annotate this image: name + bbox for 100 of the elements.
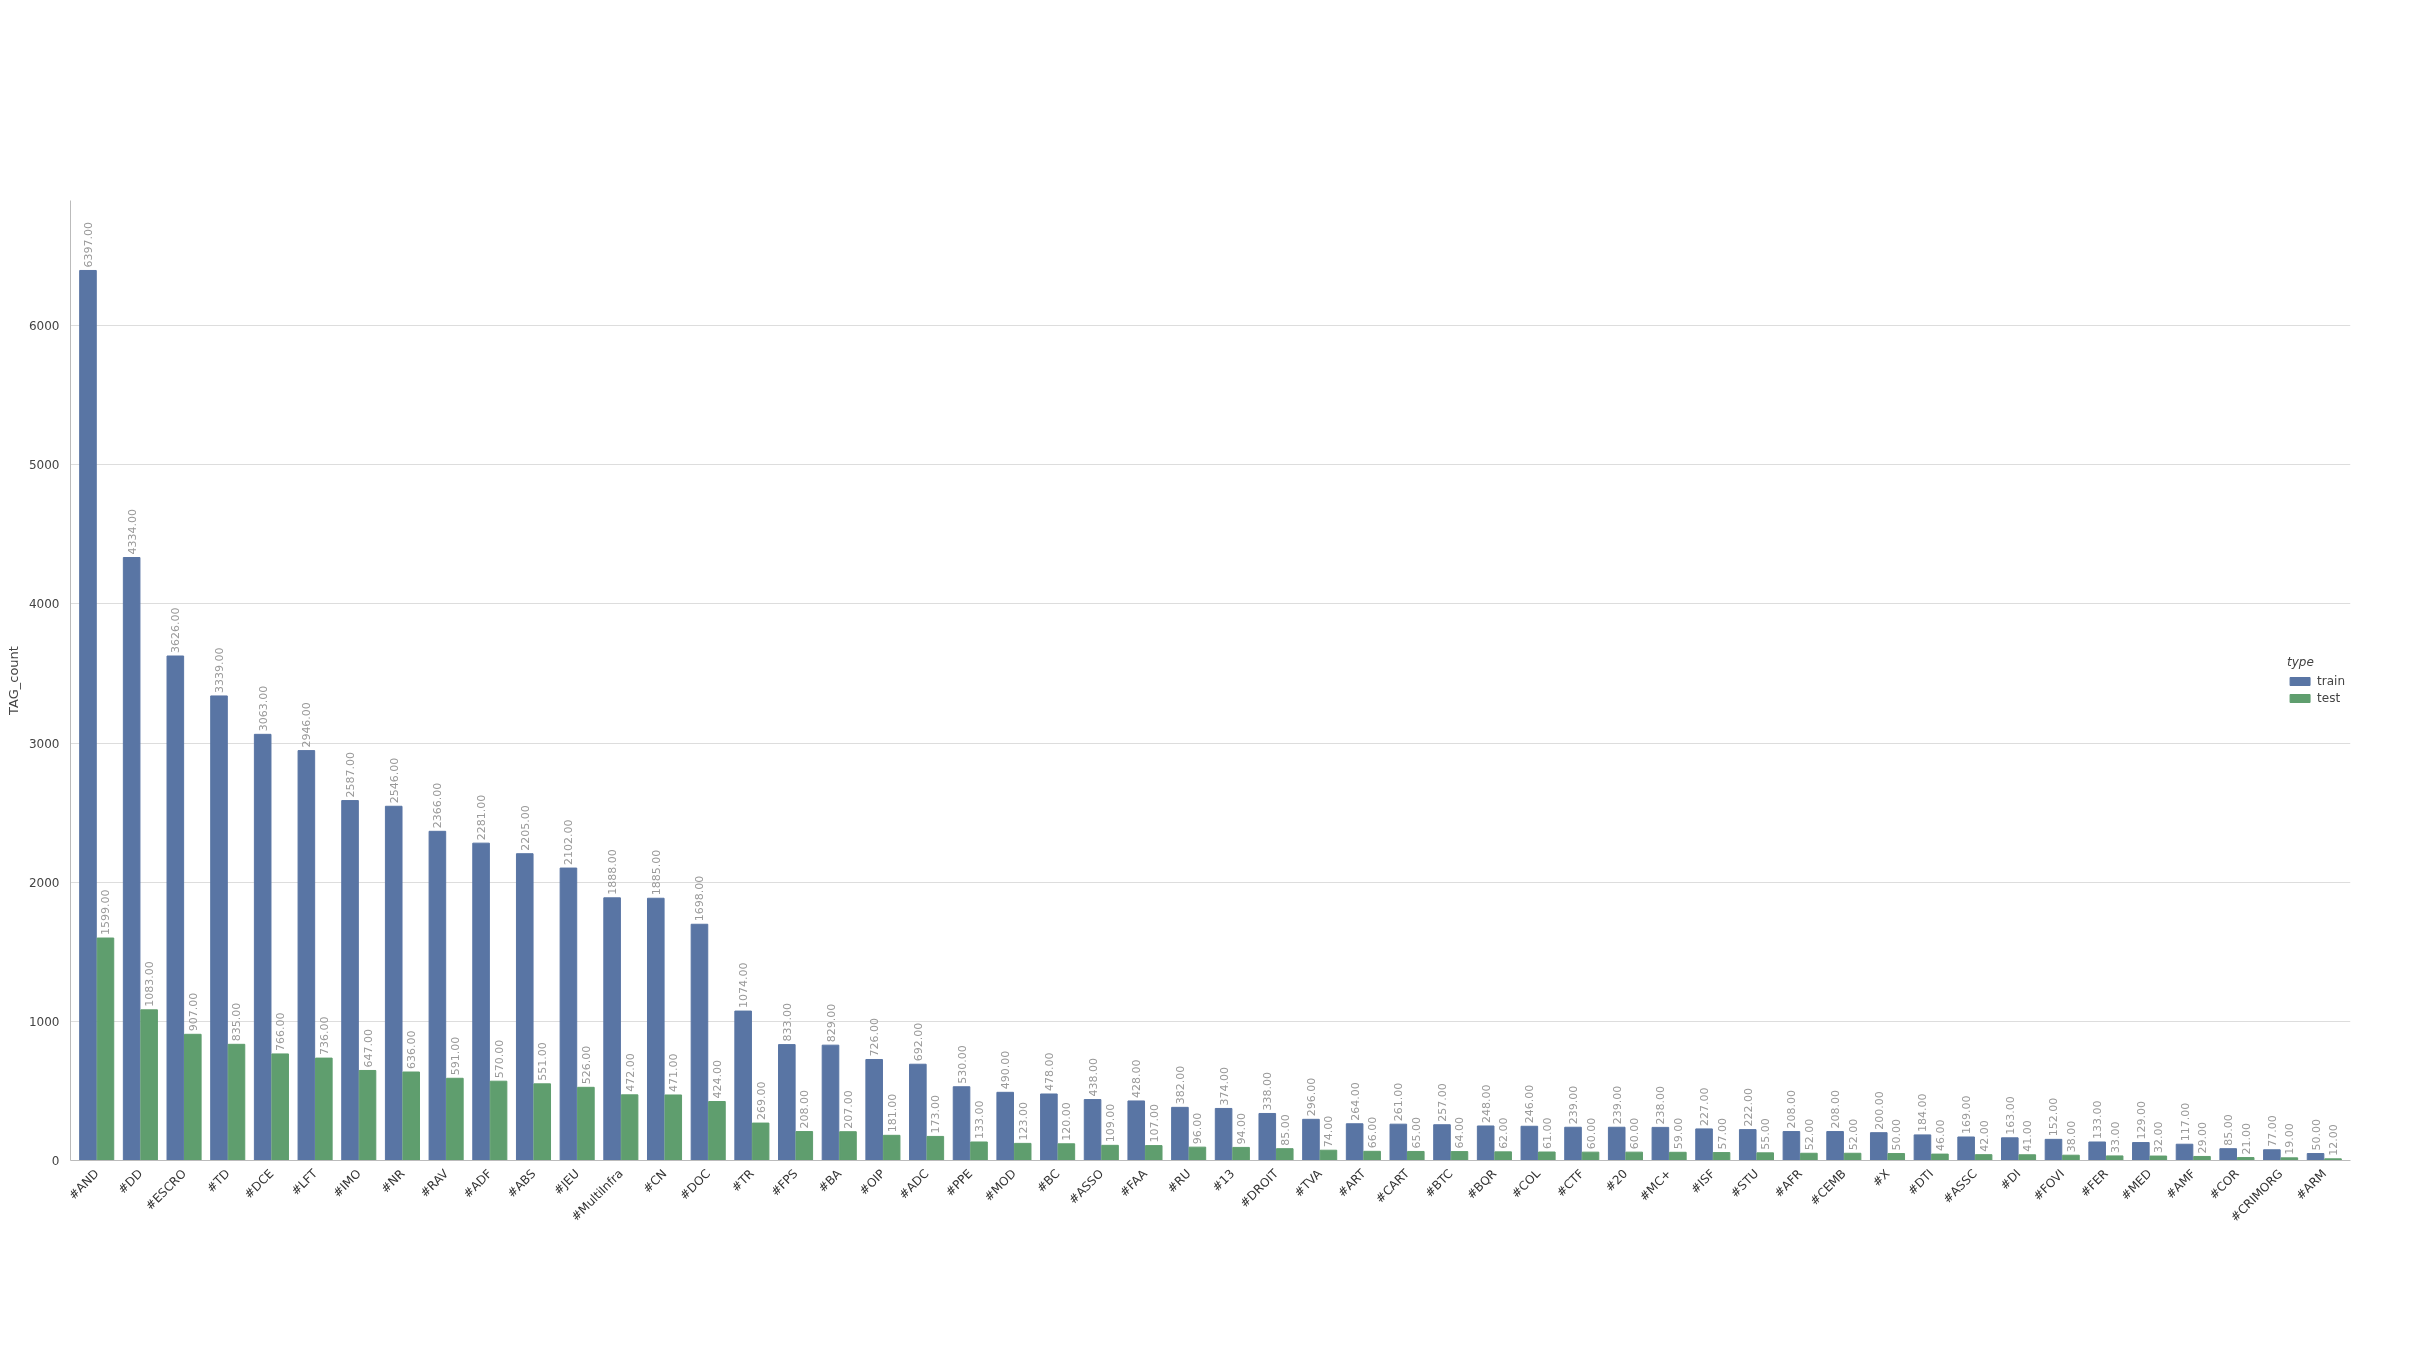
data-label: 2205.00 — [518, 805, 532, 851]
data-label: 133.00 — [973, 1100, 987, 1139]
data-label: 2366.00 — [431, 782, 445, 829]
data-label: 269.00 — [754, 1081, 768, 1121]
data-label: 478.00 — [1042, 1052, 1056, 1091]
data-label: 94.00 — [1235, 1112, 1249, 1145]
data-label: 129.00 — [2134, 1101, 2148, 1140]
data-label: 65.00 — [1409, 1116, 1423, 1149]
data-label: 57.00 — [1715, 1118, 1729, 1150]
y-axis-title: TAG_count — [5, 646, 21, 716]
data-label: 647.00 — [361, 1028, 375, 1068]
data-label: 109.00 — [1104, 1103, 1118, 1143]
data-label: 60.00 — [1584, 1117, 1598, 1150]
data-label: 55.00 — [1759, 1118, 1773, 1150]
data-label: 2546.00 — [387, 757, 401, 804]
data-label: 833.00 — [780, 1003, 794, 1042]
data-label: 77.00 — [2265, 1115, 2279, 1147]
data-label: 257.00 — [1435, 1083, 1449, 1122]
data-label: 2281.00 — [475, 794, 489, 841]
data-label: 42.00 — [1977, 1120, 1991, 1152]
data-label: 19.00 — [2283, 1123, 2297, 1155]
data-label: 60.00 — [1628, 1117, 1642, 1150]
y-tick-label: 0 — [51, 1154, 60, 1168]
data-label: 636.00 — [405, 1030, 419, 1070]
data-label: 338.00 — [1261, 1071, 1275, 1111]
data-label: 207.00 — [841, 1090, 855, 1129]
data-label: 107.00 — [1147, 1104, 1161, 1143]
data-label: 152.00 — [2047, 1097, 2061, 1137]
data-label: 1083.00 — [143, 961, 157, 1007]
x-tick-label: #DI — [1997, 1166, 2024, 1193]
data-label: 374.00 — [1217, 1066, 1231, 1106]
y-tick-label: 3000 — [28, 736, 60, 751]
data-label: 570.00 — [492, 1039, 506, 1079]
data-label: 12.00 — [2327, 1124, 2341, 1156]
data-label: 61.00 — [1540, 1117, 1554, 1150]
data-label: 64.00 — [1453, 1117, 1467, 1149]
data-label: 1888.00 — [606, 849, 620, 895]
data-label: 1698.00 — [693, 875, 707, 922]
legend-label: train — [2317, 674, 2345, 688]
data-label: 50.00 — [1890, 1119, 1904, 1151]
y-tick-label: 6000 — [28, 319, 60, 334]
data-label: 208.00 — [1829, 1090, 1843, 1129]
data-label: 123.00 — [1016, 1101, 1030, 1141]
data-label: 208.00 — [1785, 1090, 1799, 1129]
data-label: 3626.00 — [169, 607, 183, 654]
data-label: 248.00 — [1479, 1084, 1493, 1123]
data-label: 169.00 — [1960, 1095, 1974, 1134]
data-label: 428.00 — [1130, 1059, 1144, 1098]
y-tick-label: 5000 — [28, 458, 60, 473]
data-label: 96.00 — [1191, 1112, 1205, 1145]
data-label: 1074.00 — [737, 962, 751, 1009]
data-label: 62.00 — [1497, 1117, 1511, 1149]
data-label: 424.00 — [710, 1060, 724, 1099]
data-label: 85.00 — [1278, 1114, 1292, 1146]
data-label: 438.00 — [1086, 1058, 1100, 1097]
data-label: 32.00 — [2152, 1121, 2166, 1154]
data-label: 2102.00 — [562, 819, 576, 866]
legend-title: type — [2287, 655, 2315, 669]
data-label: 1885.00 — [649, 849, 663, 896]
data-label: 238.00 — [1654, 1085, 1668, 1125]
data-label: 46.00 — [1933, 1119, 1947, 1152]
data-label: 835.00 — [230, 1002, 244, 1042]
data-label: 264.00 — [1348, 1082, 1362, 1121]
data-label: 766.00 — [274, 1012, 288, 1051]
data-label: 120.00 — [1060, 1102, 1074, 1141]
data-label: 239.00 — [1567, 1085, 1581, 1125]
data-label: 227.00 — [1698, 1087, 1712, 1126]
data-label: 6397.00 — [81, 221, 95, 268]
data-label: 173.00 — [929, 1094, 943, 1134]
data-label: 38.00 — [2064, 1120, 2078, 1153]
data-label: 133.00 — [2091, 1100, 2105, 1139]
data-label: 2946.00 — [300, 702, 314, 748]
data-label: 1599.00 — [99, 889, 113, 936]
data-label: 163.00 — [2003, 1096, 2017, 1135]
data-label: 591.00 — [448, 1036, 462, 1076]
data-label: 59.00 — [1671, 1117, 1685, 1150]
x-tick-label: #X — [1869, 1166, 1893, 1190]
data-label: 736.00 — [317, 1016, 331, 1056]
data-label: 52.00 — [1846, 1118, 1860, 1151]
data-label: 471.00 — [667, 1053, 681, 1092]
data-label: 208.00 — [798, 1090, 812, 1129]
data-label: 66.00 — [1366, 1116, 1380, 1149]
data-label: 490.00 — [999, 1050, 1013, 1090]
y-tick-label: 2000 — [28, 875, 60, 890]
data-label: 907.00 — [186, 992, 200, 1032]
data-label: 29.00 — [2195, 1121, 2209, 1154]
data-label: 181.00 — [885, 1093, 899, 1133]
data-label: 2587.00 — [344, 752, 358, 798]
data-label: 530.00 — [955, 1045, 969, 1084]
data-label: 3339.00 — [213, 647, 227, 693]
data-label: 4334.00 — [125, 509, 139, 555]
data-label: 41.00 — [2021, 1120, 2035, 1152]
data-label: 117.00 — [2178, 1102, 2192, 1142]
data-label: 692.00 — [911, 1022, 925, 1062]
data-label: 551.00 — [536, 1042, 550, 1081]
data-label: 184.00 — [1916, 1093, 1930, 1132]
data-label: 829.00 — [824, 1003, 838, 1043]
data-label: 382.00 — [1173, 1065, 1187, 1105]
data-label: 526.00 — [579, 1045, 593, 1085]
y-tick-label: 1000 — [28, 1014, 60, 1029]
